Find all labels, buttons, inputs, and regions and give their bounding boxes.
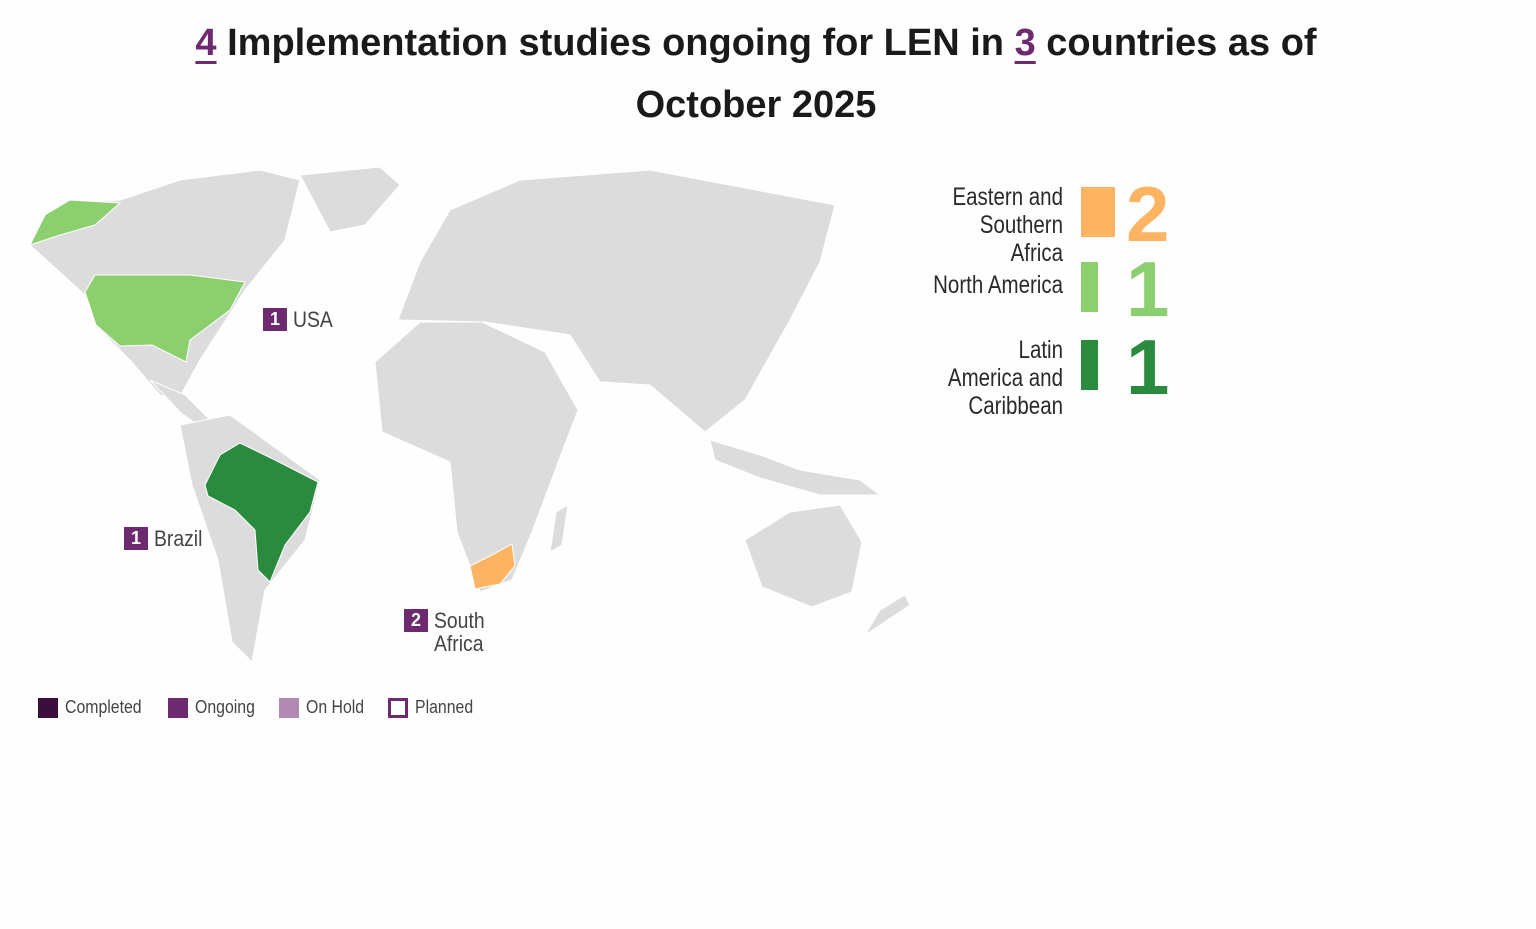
legend-item: On Hold: [279, 697, 372, 718]
country-name: USA: [293, 307, 333, 332]
legend-swatch: [38, 697, 58, 718]
world-map: [29, 166, 911, 664]
country-badge: 1 USA: [263, 308, 338, 331]
region-label: Latin America and Caribbean: [947, 336, 1063, 420]
brazil-shape: [204, 442, 319, 583]
africa: [374, 321, 579, 593]
title: 4 Implementation studies ongoing for LEN…: [150, 12, 1362, 136]
legend-item: Planned: [388, 697, 481, 718]
australia: [744, 504, 863, 608]
country-name: South Africa: [434, 608, 485, 656]
region-bar: [1081, 187, 1115, 237]
legend: Completed Ongoing On Hold Planned: [38, 697, 481, 718]
title-text: Implementation studies ongoing for LEN i…: [227, 22, 1005, 64]
region-bar: [1081, 262, 1098, 312]
legend-label: Planned: [415, 697, 474, 717]
country-name: Brazil: [154, 526, 203, 551]
southeast-asia-islands: [709, 439, 882, 496]
legend-swatch: [279, 697, 300, 718]
south-africa-shape: [469, 543, 516, 590]
badge-count: 1: [124, 527, 148, 550]
eurasia: [397, 169, 836, 433]
legend-item: Ongoing: [168, 697, 263, 718]
title-text: countries as of October 2025: [635, 22, 1317, 126]
legend-label: Completed: [65, 697, 142, 717]
country-badge: 2 South Africa: [404, 609, 494, 655]
new-zealand: [864, 594, 911, 636]
legend-swatch: [388, 697, 409, 718]
region-label: Eastern and Southern Africa: [952, 183, 1063, 267]
alaska-shape: [29, 199, 122, 246]
madagascar: [549, 504, 569, 553]
region-count: 1: [1126, 323, 1170, 411]
badge-count: 2: [404, 609, 428, 632]
usa-shape: [84, 274, 246, 363]
country-badge: 1 Brazil: [124, 527, 209, 550]
legend-item: Completed: [38, 697, 152, 718]
country-count: 3: [1014, 22, 1036, 64]
legend-swatch: [168, 697, 189, 718]
greenland: [299, 166, 401, 233]
badge-count: 1: [263, 308, 287, 331]
legend-label: Ongoing: [195, 697, 255, 717]
study-count: 4: [195, 22, 217, 64]
legend-label: On Hold: [306, 697, 365, 717]
region-count: 1: [1126, 245, 1170, 333]
region-count: 2: [1126, 170, 1170, 258]
region-label: North America: [933, 271, 1063, 299]
region-bar: [1081, 340, 1098, 390]
